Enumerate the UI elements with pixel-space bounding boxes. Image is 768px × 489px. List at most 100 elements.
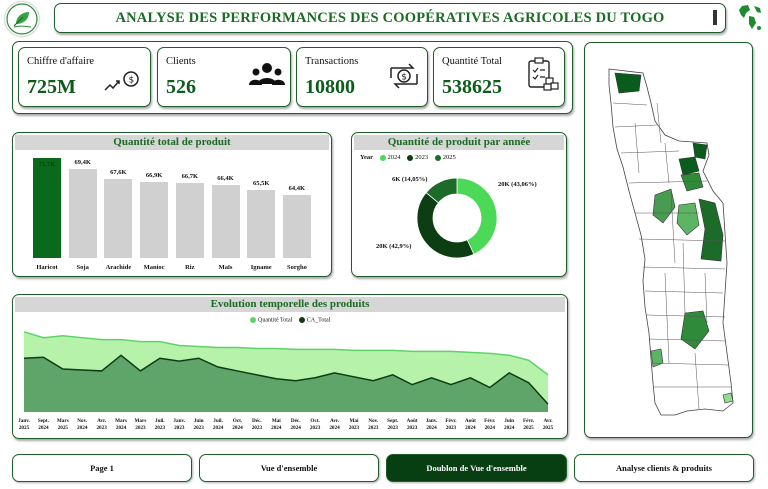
kpi-label: Quantité Total: [442, 56, 503, 67]
bar-6: [247, 190, 276, 258]
svg-text:$: $: [129, 76, 135, 86]
bar-7: [282, 195, 311, 258]
svg-text:$: $: [401, 73, 407, 83]
legend-title: Year: [360, 154, 373, 161]
bar-category-label: Manioc: [143, 264, 165, 271]
bar-chart-panel: Quantité total de produit: [12, 132, 332, 277]
donut-slice-2024: [456, 177, 498, 255]
x-tick-label: Juin 2024: [503, 418, 515, 431]
users-group-icon: [249, 63, 285, 85]
x-tick-label: Juil. 2023: [154, 418, 166, 431]
area-chart: [23, 331, 549, 412]
bar-5: [211, 185, 240, 258]
x-tick-label: Févr. 2024: [484, 418, 496, 431]
donut-slice-2023: [416, 192, 475, 259]
bar-value-label: 69,4K: [74, 159, 91, 166]
nav-clients-button[interactable]: Analyse clients & produits: [574, 454, 754, 482]
globe-icon: [734, 2, 764, 34]
nav-duplicate-button[interactable]: Doublon de Vue d'ensemble: [386, 454, 567, 482]
bar-category-label: Soja: [76, 264, 89, 271]
donut-label-2025: 6K (14,05%): [392, 176, 428, 183]
page-title: ANALYSE DES PERFORMANCES DES COOPÉRATIVE…: [115, 10, 665, 26]
x-tick-label: Janv. 2024: [425, 418, 438, 431]
x-tick-label: Févr. 2025: [522, 418, 535, 431]
legend-label-2025: 2025: [442, 154, 456, 161]
legend-dot-2024: [379, 154, 386, 161]
legend-label-2023: 2023: [415, 154, 429, 161]
x-tick-label: Janv. 2025: [18, 418, 30, 431]
donut-chart: [416, 177, 498, 259]
inventory-clipboard-icon: [528, 57, 559, 91]
x-tick-label: Févr. 2023: [445, 418, 457, 431]
legend-dot-quantite: [250, 317, 256, 323]
x-tick-label: Oct. 2024: [232, 418, 243, 431]
x-tick-label: Avr. 2025: [542, 418, 554, 431]
legend-label-2024: 2024: [387, 154, 401, 161]
bar-category-label: Sorgho: [286, 264, 307, 271]
bar-2: [104, 179, 133, 258]
header-marker: [713, 10, 717, 25]
legend-dot-ca: [298, 317, 305, 323]
x-tick-label: Déc. 2024: [290, 418, 301, 431]
x-tick-label: Août 2023: [406, 418, 418, 431]
kpi-value: 10800: [305, 76, 355, 98]
line-ca-total: [23, 354, 549, 405]
x-tick-label: Avr. 2023: [96, 418, 107, 431]
x-tick-label: Juil. 2024: [212, 418, 224, 431]
x-tick-label: Nov. 2024: [77, 418, 88, 431]
x-tick-label: Avr. 2024: [329, 418, 340, 431]
x-tick-label: Mai 2023: [348, 418, 360, 431]
bar-value-label: 67,6K: [110, 169, 127, 176]
donut-legend: Year 2024 2023 2025: [360, 154, 456, 161]
bar-value-label: 66,9K: [145, 172, 163, 179]
area-legend: Quantité Total CA_Total: [245, 317, 330, 323]
donut-label-2024: 20K (43,06%): [498, 181, 537, 188]
x-tick-label: Janv. 2023: [173, 418, 186, 431]
bar-0: [33, 158, 61, 258]
bar-category-label: Igname: [250, 264, 272, 271]
area-chart-title: Evolution temporelle des produits: [15, 297, 565, 312]
togo-map: [608, 68, 734, 416]
bar-value-label: 65,5K: [252, 180, 270, 187]
x-tick-label: Déc. 2023: [251, 418, 263, 431]
kpi-card-transactions: Transactions 10800 $: [296, 47, 428, 107]
kpi-card-quantity: Quantité Total 538625: [433, 47, 565, 107]
bar-value-label: 64,4K: [288, 185, 306, 192]
donut-chart-panel: Quantité de produit par année Year 2024 …: [351, 132, 567, 277]
donut-label-2023: 20K (42,9%): [376, 243, 412, 250]
kpi-value: 725M: [27, 76, 76, 98]
bar-value-label: 66,7K: [181, 173, 199, 180]
money-growth-icon: $: [104, 71, 139, 91]
donut-slice-2025: [425, 177, 458, 204]
money-exchange-icon: $: [390, 63, 418, 89]
x-tick-label: Oct. 2023: [309, 418, 321, 431]
bar-3: [140, 182, 169, 258]
nav-overview-button[interactable]: Vue d'ensemble: [199, 454, 379, 482]
x-tick-label: Mars 2023: [134, 418, 147, 431]
legend-dot-2023: [407, 154, 414, 161]
bar-value-label: 71,7K: [38, 161, 56, 168]
logo-leaf-circle: [5, 2, 39, 36]
x-tick-label: Mars 2024: [115, 418, 127, 431]
kpi-value: 526: [166, 76, 196, 98]
donut-chart-title: Quantité de produit par année: [354, 135, 564, 150]
map-panel: [584, 42, 753, 438]
header-bar: ANALYSE DES PERFORMANCES DES COOPÉRATIVE…: [54, 3, 726, 33]
x-tick-label: Août 2024: [464, 418, 476, 431]
kpi-value: 538625: [442, 76, 502, 98]
kpi-card-clients: Clients 526: [157, 47, 291, 107]
line-quantite-total: [23, 331, 549, 376]
kpi-label: Transactions: [305, 56, 359, 67]
area-ca-total: [24, 355, 548, 412]
x-tick-label: Sept. 2024: [37, 418, 49, 431]
x-tick-label: Nov. 2023: [368, 418, 379, 431]
bar-category-label: Arachide: [105, 264, 132, 271]
legend-dot-2025: [434, 154, 441, 161]
legend-label-quantite: Quantité Total: [258, 317, 293, 324]
nav-page1-button[interactable]: Page 1: [12, 454, 192, 482]
bar-value-label: 66,4K: [217, 175, 234, 182]
leaf-logo-icon: [6, 3, 38, 35]
bar-category-label: Haricot: [36, 264, 58, 271]
bar-chart-title: Quantité total de produit: [15, 135, 329, 150]
x-tick-label: Sept. 2023: [387, 418, 399, 431]
